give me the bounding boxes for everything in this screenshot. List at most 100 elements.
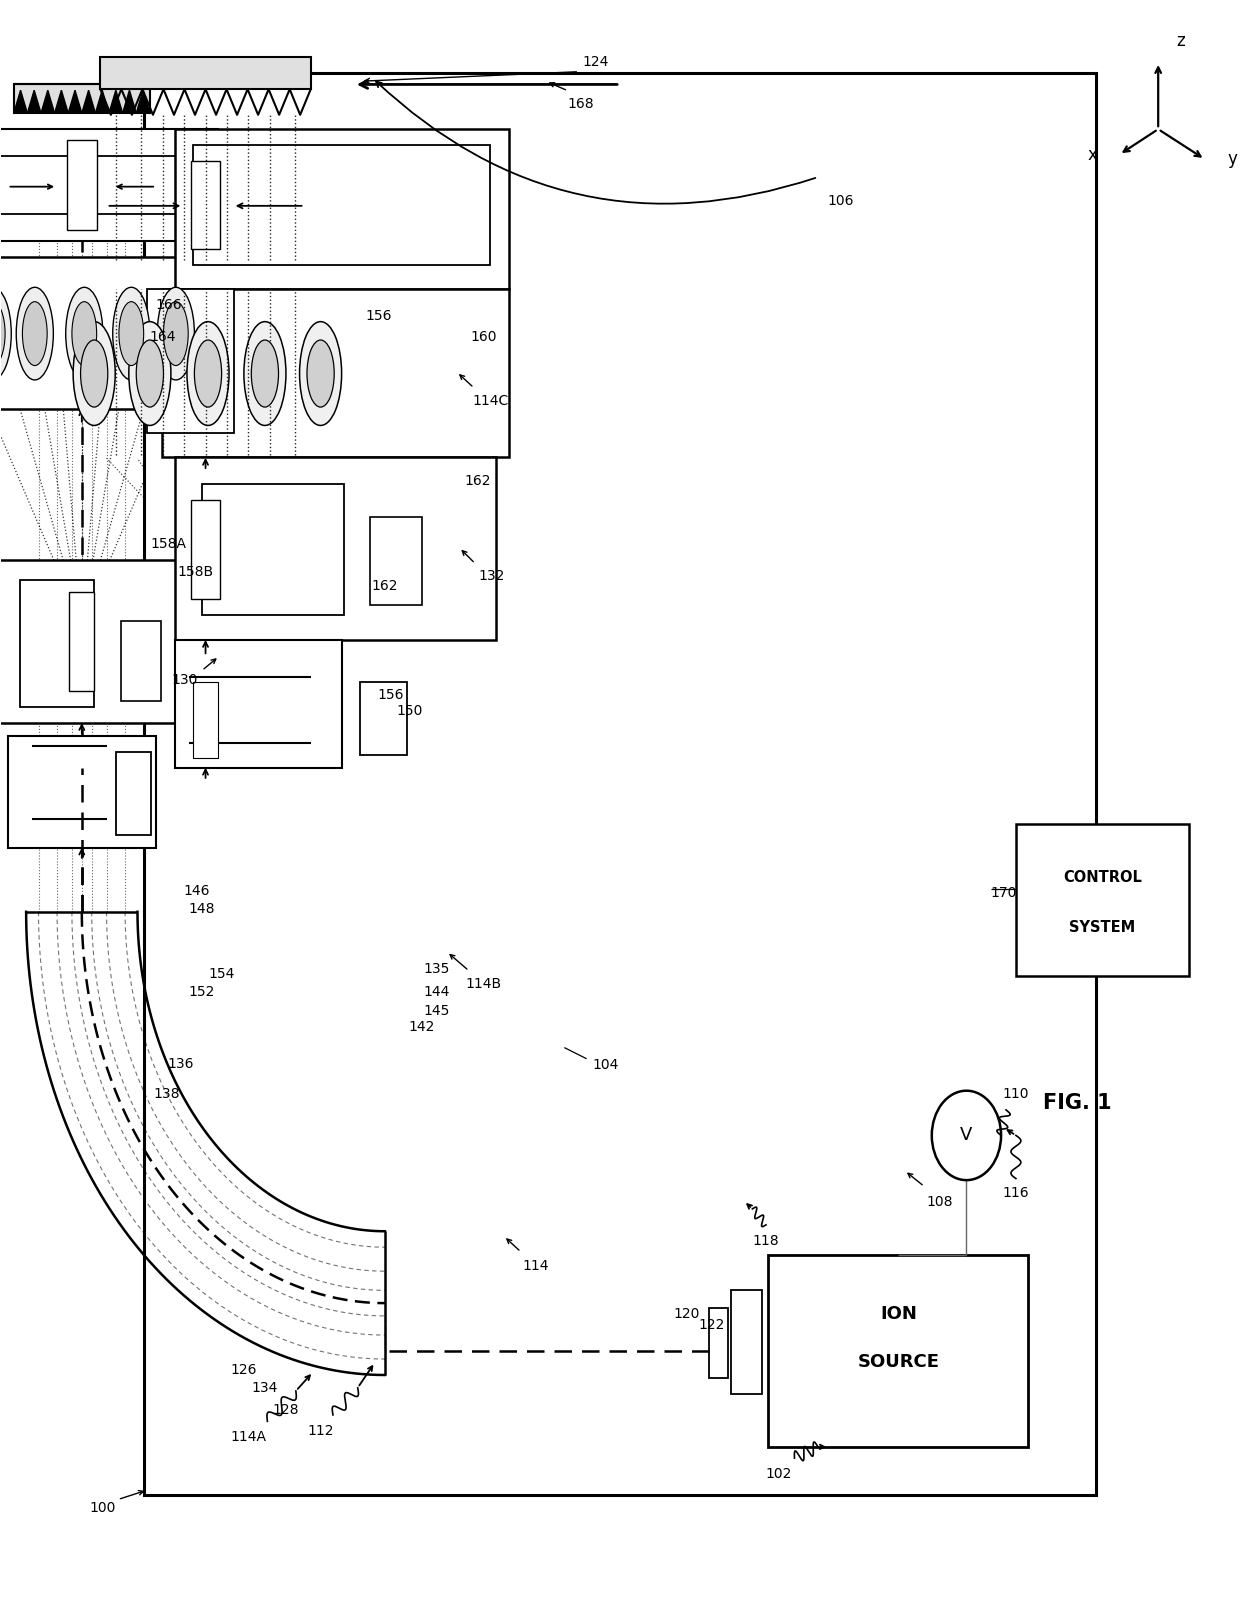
Bar — [193, 682, 218, 758]
Ellipse shape — [113, 288, 150, 379]
Bar — [360, 682, 407, 755]
Bar — [175, 640, 342, 768]
Text: 118: 118 — [753, 1234, 779, 1248]
Bar — [100, 58, 311, 90]
Bar — [769, 1256, 1028, 1446]
Text: 156: 156 — [366, 309, 392, 323]
Text: 135: 135 — [424, 962, 450, 976]
Bar — [162, 290, 508, 456]
Polygon shape — [41, 90, 55, 114]
Text: 104: 104 — [591, 1058, 619, 1072]
Text: 106: 106 — [827, 194, 853, 208]
Text: 164: 164 — [149, 330, 176, 344]
Text: 114A: 114A — [231, 1430, 267, 1445]
Ellipse shape — [187, 322, 229, 426]
Polygon shape — [68, 90, 82, 114]
Text: 110: 110 — [1003, 1086, 1029, 1101]
Ellipse shape — [195, 341, 222, 406]
Ellipse shape — [66, 288, 103, 379]
Bar — [144, 74, 1096, 1494]
Ellipse shape — [244, 322, 286, 426]
Text: 108: 108 — [926, 1195, 952, 1210]
Bar — [1016, 824, 1189, 976]
Text: 132: 132 — [479, 570, 505, 584]
Bar — [370, 517, 422, 605]
Text: 168: 168 — [567, 96, 594, 110]
Text: 152: 152 — [188, 984, 215, 998]
Text: FIG. 1: FIG. 1 — [1043, 1093, 1112, 1114]
Text: 126: 126 — [231, 1363, 257, 1378]
Polygon shape — [14, 90, 27, 114]
Bar — [0, 258, 218, 408]
Ellipse shape — [136, 341, 164, 406]
Bar — [202, 483, 343, 614]
Bar — [14, 85, 150, 114]
Text: 122: 122 — [698, 1318, 724, 1333]
Bar — [709, 1307, 728, 1378]
Text: z: z — [1176, 32, 1185, 50]
Polygon shape — [27, 90, 41, 114]
Text: CONTROL: CONTROL — [1063, 869, 1142, 885]
Text: V: V — [960, 1126, 972, 1144]
Ellipse shape — [129, 322, 171, 426]
Polygon shape — [123, 90, 136, 114]
Text: x: x — [1087, 146, 1097, 163]
Text: 136: 136 — [167, 1056, 193, 1070]
Text: 128: 128 — [273, 1403, 299, 1418]
Ellipse shape — [72, 302, 97, 365]
Bar — [191, 499, 221, 598]
Text: 158B: 158B — [177, 565, 213, 579]
Text: SOURCE: SOURCE — [857, 1354, 940, 1371]
Text: 100: 100 — [89, 1501, 117, 1515]
Text: 166: 166 — [155, 298, 182, 312]
Text: 138: 138 — [154, 1086, 181, 1101]
Bar — [193, 146, 490, 266]
Ellipse shape — [308, 341, 335, 406]
Bar — [7, 736, 156, 848]
Text: 145: 145 — [424, 1003, 450, 1018]
Text: 158A: 158A — [150, 538, 186, 552]
Text: 162: 162 — [372, 579, 398, 594]
Polygon shape — [136, 90, 150, 114]
Ellipse shape — [119, 302, 144, 365]
Text: y: y — [1228, 150, 1238, 168]
Ellipse shape — [73, 322, 115, 426]
Text: 142: 142 — [409, 1019, 435, 1034]
Text: 114: 114 — [522, 1259, 549, 1274]
Bar — [0, 560, 179, 723]
Text: SYSTEM: SYSTEM — [1069, 920, 1136, 934]
Ellipse shape — [16, 288, 53, 379]
Ellipse shape — [81, 341, 108, 406]
Text: 154: 154 — [208, 966, 234, 981]
Ellipse shape — [300, 322, 342, 426]
Bar — [122, 621, 161, 701]
Ellipse shape — [252, 341, 279, 406]
Polygon shape — [55, 90, 68, 114]
Text: 112: 112 — [308, 1424, 334, 1438]
Ellipse shape — [164, 302, 188, 365]
Text: 170: 170 — [991, 886, 1017, 899]
Text: 114C: 114C — [472, 394, 508, 408]
Ellipse shape — [22, 302, 47, 365]
Bar — [148, 290, 234, 432]
Bar — [175, 456, 496, 640]
Bar — [20, 579, 94, 707]
Text: 134: 134 — [252, 1381, 278, 1395]
Text: 116: 116 — [1003, 1186, 1029, 1200]
Text: 146: 146 — [184, 885, 210, 898]
Text: 160: 160 — [471, 330, 497, 344]
Text: 150: 150 — [397, 704, 423, 717]
Bar — [191, 162, 221, 250]
Text: 120: 120 — [673, 1307, 701, 1322]
Ellipse shape — [0, 302, 5, 365]
Text: 130: 130 — [171, 674, 197, 688]
Text: 162: 162 — [465, 474, 491, 488]
Polygon shape — [95, 90, 109, 114]
Ellipse shape — [157, 288, 195, 379]
Polygon shape — [109, 90, 123, 114]
Bar — [117, 752, 151, 835]
Text: 144: 144 — [424, 984, 450, 998]
Ellipse shape — [0, 288, 11, 379]
Text: 148: 148 — [188, 902, 215, 915]
Bar — [0, 130, 218, 242]
